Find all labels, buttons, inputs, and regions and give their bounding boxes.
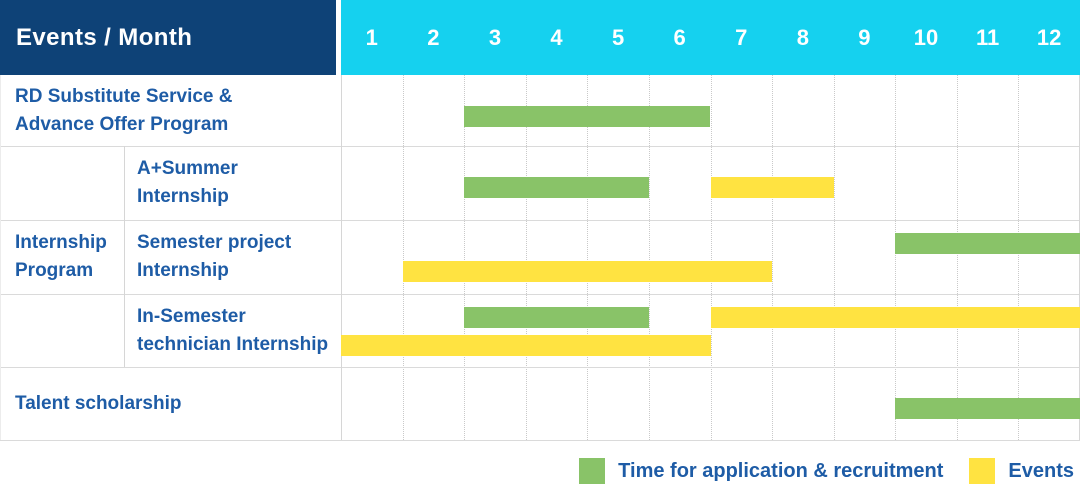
month-header: 9 [858, 24, 871, 50]
row-divider [0, 220, 1080, 221]
row-label-line: Internship [137, 186, 229, 207]
month-gridline [957, 75, 958, 440]
month-header: 11 [975, 24, 1000, 50]
month-header: 10 [913, 24, 939, 50]
gantt-bar-recruitment [464, 106, 711, 127]
gantt-bar-recruitment [464, 307, 649, 328]
month-gridline [895, 75, 896, 440]
month-gridline [587, 75, 588, 440]
month-header: 2 [427, 24, 440, 50]
gantt-bar-events [341, 335, 711, 356]
month-header: 4 [550, 24, 563, 50]
row-label-in-semester: In-Semester technician Internship [124, 294, 341, 367]
row-label-line: Talent scholarship [15, 392, 182, 414]
row-label-line: RD Substitute Service & [15, 85, 233, 107]
month-gridline [1018, 75, 1019, 440]
row-label-semester-project: Semester project Internship [124, 220, 341, 294]
group-label-line: Internship [15, 231, 107, 253]
gantt-bar-events [710, 177, 834, 198]
row-label-rd-substitute: RD Substitute Service & Advance Offer Pr… [0, 75, 336, 146]
month-header: 8 [796, 24, 809, 50]
legend-label: Time for application & recruitment [618, 459, 944, 482]
month-header: 7 [735, 24, 748, 50]
row-label-a-summer: A+Summer Internship [124, 146, 341, 220]
group-label-internship-program: Internship Program [0, 146, 124, 367]
row-divider [0, 294, 1080, 295]
gantt-bar-events [402, 261, 773, 282]
group-sub-divider [124, 146, 125, 367]
row-divider [0, 146, 1080, 147]
month-header-row: 1 2 3 4 5 6 7 8 9 10 11 12 [341, 0, 1080, 75]
row-label-line: Advance Offer Program [15, 113, 229, 135]
legend-item-events: Events [969, 458, 1074, 484]
month-gridline [772, 75, 773, 440]
month-gridline [834, 75, 835, 440]
month-gridline [464, 75, 465, 440]
legend: Time for application & recruitment Event… [579, 458, 1074, 484]
month-gridline [526, 75, 527, 440]
row-label-line: A+Summer [137, 158, 238, 179]
label-grid-divider [341, 75, 342, 440]
row-label-line: technician Internship [137, 333, 329, 355]
legend-item-recruitment: Time for application & recruitment [579, 458, 943, 484]
events-color-swatch [969, 458, 996, 484]
group-label-line: Program [15, 259, 94, 281]
month-header: 6 [673, 24, 686, 50]
table-left-border [0, 75, 1, 440]
header-title: Events / Month [16, 23, 193, 51]
row-divider [0, 367, 1080, 368]
row-label-talent-scholarship: Talent scholarship [0, 367, 336, 440]
month-gridline [649, 75, 650, 440]
gantt-bar-recruitment [895, 398, 1080, 419]
month-gridline [711, 75, 712, 440]
row-label-line: Semester project [137, 232, 292, 253]
month-gridline [403, 75, 404, 440]
month-header: 1 [365, 24, 378, 50]
month-header: 12 [1036, 24, 1062, 50]
gantt-bar-events [710, 307, 1080, 328]
month-header: 3 [488, 24, 502, 50]
header-title-cell: Events / Month [0, 0, 336, 75]
table-bottom-border [0, 440, 1080, 441]
row-label-line: Internship [137, 260, 229, 281]
legend-label: Events [1008, 459, 1074, 482]
gantt-bar-recruitment [464, 177, 649, 198]
recruitment-color-swatch [579, 458, 606, 484]
row-label-line: In-Semester [137, 305, 246, 327]
month-header: 5 [611, 24, 625, 50]
gantt-bar-recruitment [895, 233, 1080, 254]
